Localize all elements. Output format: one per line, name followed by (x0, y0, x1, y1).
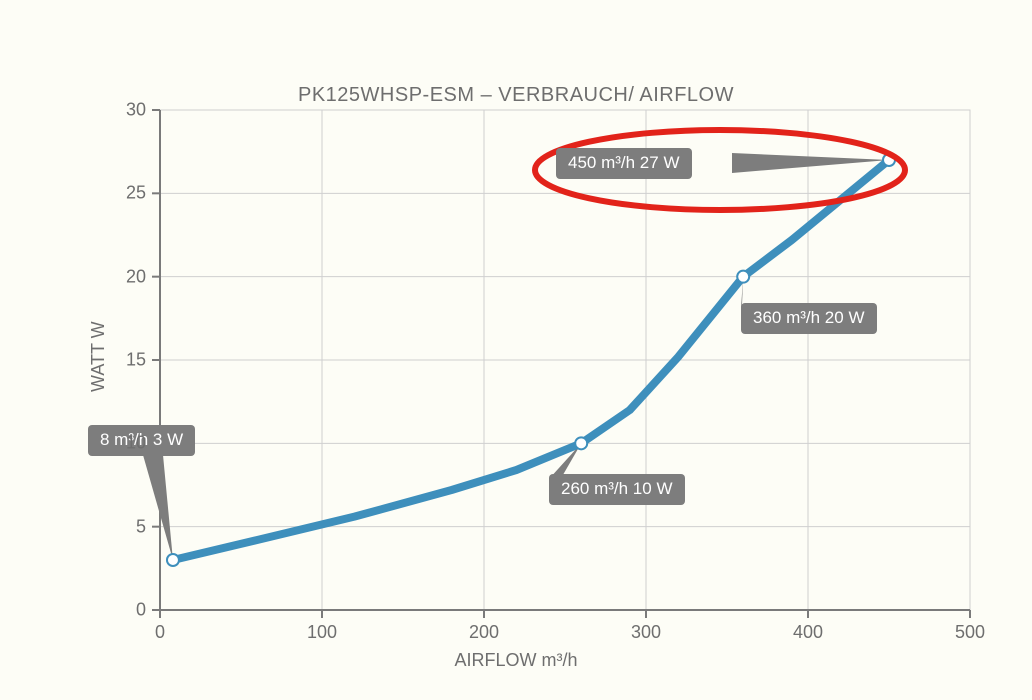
x-tick-label: 500 (955, 622, 985, 643)
y-tick-label: 10 (126, 433, 146, 454)
line-chart (0, 0, 1032, 700)
callout-label: 450 m³/h 27 W (568, 153, 680, 172)
x-tick-label: 300 (631, 622, 661, 643)
x-tick-label: 200 (469, 622, 499, 643)
y-tick-label: 25 (126, 183, 146, 204)
callout-label: 360 m³/h 20 W (753, 308, 865, 327)
y-tick-label: 5 (136, 516, 146, 537)
y-tick-label: 15 (126, 350, 146, 371)
callout-260-10: 260 m³/h 10 W (549, 474, 685, 505)
x-tick-label: 0 (155, 622, 165, 643)
y-tick-label: 20 (126, 266, 146, 287)
y-tick-label: 30 (126, 100, 146, 121)
x-tick-label: 400 (793, 622, 823, 643)
x-tick-label: 100 (307, 622, 337, 643)
callout-360-20: 360 m³/h 20 W (741, 303, 877, 334)
callout-450-27: 450 m³/h 27 W (556, 148, 692, 179)
y-axis-label: WATT W (88, 321, 109, 392)
callout-label: 260 m³/h 10 W (561, 479, 673, 498)
x-axis-label: AIRFLOW m³/h (0, 650, 1032, 671)
y-tick-label: 0 (136, 600, 146, 621)
chart-container: PK125WHSP-ESM – VERBRAUCH/ AIRFLOW WATT … (0, 0, 1032, 700)
